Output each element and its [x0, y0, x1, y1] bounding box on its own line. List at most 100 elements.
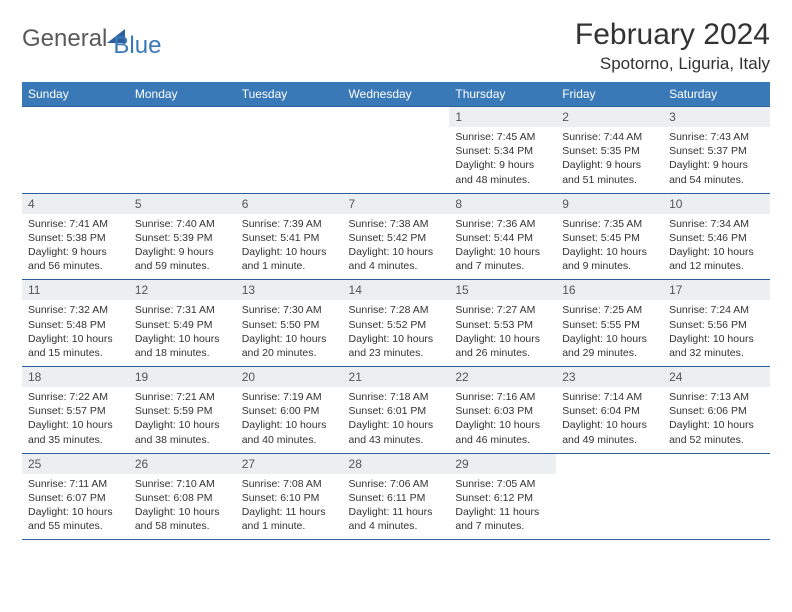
day-details: Sunrise: 7:06 AMSunset: 6:11 PMDaylight:…	[343, 474, 450, 540]
day-number: 22	[449, 367, 556, 387]
day-details: Sunrise: 7:16 AMSunset: 6:03 PMDaylight:…	[449, 387, 556, 453]
day-cell: 3Sunrise: 7:43 AMSunset: 5:37 PMDaylight…	[663, 107, 770, 194]
week-row: 18Sunrise: 7:22 AMSunset: 5:57 PMDayligh…	[22, 367, 770, 454]
day-number: 7	[343, 194, 450, 214]
day-cell: 27Sunrise: 7:08 AMSunset: 6:10 PMDayligh…	[236, 453, 343, 540]
day-number: 4	[22, 194, 129, 214]
day-cell: 10Sunrise: 7:34 AMSunset: 5:46 PMDayligh…	[663, 193, 770, 280]
day-cell: 28Sunrise: 7:06 AMSunset: 6:11 PMDayligh…	[343, 453, 450, 540]
col-tuesday: Tuesday	[236, 82, 343, 107]
logo-text-blue: Blue	[113, 32, 161, 60]
day-details: Sunrise: 7:24 AMSunset: 5:56 PMDaylight:…	[663, 300, 770, 366]
day-header-row: Sunday Monday Tuesday Wednesday Thursday…	[22, 82, 770, 107]
day-details: Sunrise: 7:32 AMSunset: 5:48 PMDaylight:…	[22, 300, 129, 366]
day-number: 9	[556, 194, 663, 214]
day-cell	[129, 107, 236, 194]
day-number: 5	[129, 194, 236, 214]
day-number: 14	[343, 280, 450, 300]
day-number: 6	[236, 194, 343, 214]
day-number: 10	[663, 194, 770, 214]
day-cell: 23Sunrise: 7:14 AMSunset: 6:04 PMDayligh…	[556, 367, 663, 454]
day-cell: 13Sunrise: 7:30 AMSunset: 5:50 PMDayligh…	[236, 280, 343, 367]
day-cell	[556, 453, 663, 540]
day-cell: 9Sunrise: 7:35 AMSunset: 5:45 PMDaylight…	[556, 193, 663, 280]
day-number: 11	[22, 280, 129, 300]
day-cell: 14Sunrise: 7:28 AMSunset: 5:52 PMDayligh…	[343, 280, 450, 367]
col-friday: Friday	[556, 82, 663, 107]
day-number: 2	[556, 107, 663, 127]
day-details: Sunrise: 7:30 AMSunset: 5:50 PMDaylight:…	[236, 300, 343, 366]
day-number: 25	[22, 454, 129, 474]
day-number: 13	[236, 280, 343, 300]
day-cell: 4Sunrise: 7:41 AMSunset: 5:38 PMDaylight…	[22, 193, 129, 280]
day-details: Sunrise: 7:11 AMSunset: 6:07 PMDaylight:…	[22, 474, 129, 540]
day-details: Sunrise: 7:41 AMSunset: 5:38 PMDaylight:…	[22, 214, 129, 280]
day-cell: 8Sunrise: 7:36 AMSunset: 5:44 PMDaylight…	[449, 193, 556, 280]
calendar-body: 1Sunrise: 7:45 AMSunset: 5:34 PMDaylight…	[22, 107, 770, 540]
day-number: 19	[129, 367, 236, 387]
day-number: 20	[236, 367, 343, 387]
day-cell: 21Sunrise: 7:18 AMSunset: 6:01 PMDayligh…	[343, 367, 450, 454]
day-details: Sunrise: 7:22 AMSunset: 5:57 PMDaylight:…	[22, 387, 129, 453]
col-sunday: Sunday	[22, 82, 129, 107]
day-cell: 29Sunrise: 7:05 AMSunset: 6:12 PMDayligh…	[449, 453, 556, 540]
logo-text-general: General	[22, 25, 107, 53]
day-cell	[343, 107, 450, 194]
calendar-table: Sunday Monday Tuesday Wednesday Thursday…	[22, 82, 770, 540]
day-number: 16	[556, 280, 663, 300]
day-cell: 16Sunrise: 7:25 AMSunset: 5:55 PMDayligh…	[556, 280, 663, 367]
week-row: 11Sunrise: 7:32 AMSunset: 5:48 PMDayligh…	[22, 280, 770, 367]
day-cell: 18Sunrise: 7:22 AMSunset: 5:57 PMDayligh…	[22, 367, 129, 454]
title-block: February 2024 Spotorno, Liguria, Italy	[575, 18, 770, 74]
day-details: Sunrise: 7:35 AMSunset: 5:45 PMDaylight:…	[556, 214, 663, 280]
day-cell: 20Sunrise: 7:19 AMSunset: 6:00 PMDayligh…	[236, 367, 343, 454]
location: Spotorno, Liguria, Italy	[575, 54, 770, 74]
day-number: 12	[129, 280, 236, 300]
day-number: 26	[129, 454, 236, 474]
day-details: Sunrise: 7:10 AMSunset: 6:08 PMDaylight:…	[129, 474, 236, 540]
day-details: Sunrise: 7:27 AMSunset: 5:53 PMDaylight:…	[449, 300, 556, 366]
day-cell: 2Sunrise: 7:44 AMSunset: 5:35 PMDaylight…	[556, 107, 663, 194]
day-cell	[663, 453, 770, 540]
col-monday: Monday	[129, 82, 236, 107]
day-number: 8	[449, 194, 556, 214]
col-wednesday: Wednesday	[343, 82, 450, 107]
day-cell: 24Sunrise: 7:13 AMSunset: 6:06 PMDayligh…	[663, 367, 770, 454]
day-cell: 12Sunrise: 7:31 AMSunset: 5:49 PMDayligh…	[129, 280, 236, 367]
day-details: Sunrise: 7:28 AMSunset: 5:52 PMDaylight:…	[343, 300, 450, 366]
day-cell: 26Sunrise: 7:10 AMSunset: 6:08 PMDayligh…	[129, 453, 236, 540]
logo: General Blue	[22, 18, 161, 60]
day-details: Sunrise: 7:08 AMSunset: 6:10 PMDaylight:…	[236, 474, 343, 540]
day-cell: 5Sunrise: 7:40 AMSunset: 5:39 PMDaylight…	[129, 193, 236, 280]
week-row: 1Sunrise: 7:45 AMSunset: 5:34 PMDaylight…	[22, 107, 770, 194]
day-number: 24	[663, 367, 770, 387]
day-cell: 1Sunrise: 7:45 AMSunset: 5:34 PMDaylight…	[449, 107, 556, 194]
day-details: Sunrise: 7:21 AMSunset: 5:59 PMDaylight:…	[129, 387, 236, 453]
day-cell: 22Sunrise: 7:16 AMSunset: 6:03 PMDayligh…	[449, 367, 556, 454]
day-number: 29	[449, 454, 556, 474]
day-cell: 6Sunrise: 7:39 AMSunset: 5:41 PMDaylight…	[236, 193, 343, 280]
day-number: 21	[343, 367, 450, 387]
day-number: 27	[236, 454, 343, 474]
day-details: Sunrise: 7:40 AMSunset: 5:39 PMDaylight:…	[129, 214, 236, 280]
day-cell	[22, 107, 129, 194]
col-thursday: Thursday	[449, 82, 556, 107]
day-number: 17	[663, 280, 770, 300]
day-number: 28	[343, 454, 450, 474]
day-details: Sunrise: 7:18 AMSunset: 6:01 PMDaylight:…	[343, 387, 450, 453]
day-details: Sunrise: 7:19 AMSunset: 6:00 PMDaylight:…	[236, 387, 343, 453]
day-details: Sunrise: 7:43 AMSunset: 5:37 PMDaylight:…	[663, 127, 770, 193]
day-cell: 19Sunrise: 7:21 AMSunset: 5:59 PMDayligh…	[129, 367, 236, 454]
day-number: 3	[663, 107, 770, 127]
col-saturday: Saturday	[663, 82, 770, 107]
day-details: Sunrise: 7:13 AMSunset: 6:06 PMDaylight:…	[663, 387, 770, 453]
day-details: Sunrise: 7:36 AMSunset: 5:44 PMDaylight:…	[449, 214, 556, 280]
day-details: Sunrise: 7:31 AMSunset: 5:49 PMDaylight:…	[129, 300, 236, 366]
day-cell: 17Sunrise: 7:24 AMSunset: 5:56 PMDayligh…	[663, 280, 770, 367]
day-details: Sunrise: 7:14 AMSunset: 6:04 PMDaylight:…	[556, 387, 663, 453]
day-details: Sunrise: 7:38 AMSunset: 5:42 PMDaylight:…	[343, 214, 450, 280]
day-cell: 7Sunrise: 7:38 AMSunset: 5:42 PMDaylight…	[343, 193, 450, 280]
day-details: Sunrise: 7:44 AMSunset: 5:35 PMDaylight:…	[556, 127, 663, 193]
day-details: Sunrise: 7:45 AMSunset: 5:34 PMDaylight:…	[449, 127, 556, 193]
day-details: Sunrise: 7:39 AMSunset: 5:41 PMDaylight:…	[236, 214, 343, 280]
